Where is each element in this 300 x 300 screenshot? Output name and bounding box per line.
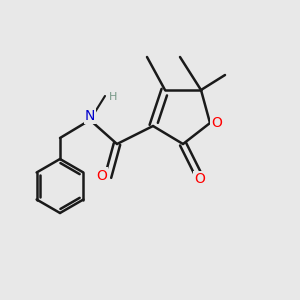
Text: O: O <box>194 172 205 186</box>
Text: N: N <box>85 109 95 122</box>
Text: H: H <box>109 92 118 103</box>
Text: O: O <box>96 169 107 182</box>
Text: O: O <box>211 116 222 130</box>
